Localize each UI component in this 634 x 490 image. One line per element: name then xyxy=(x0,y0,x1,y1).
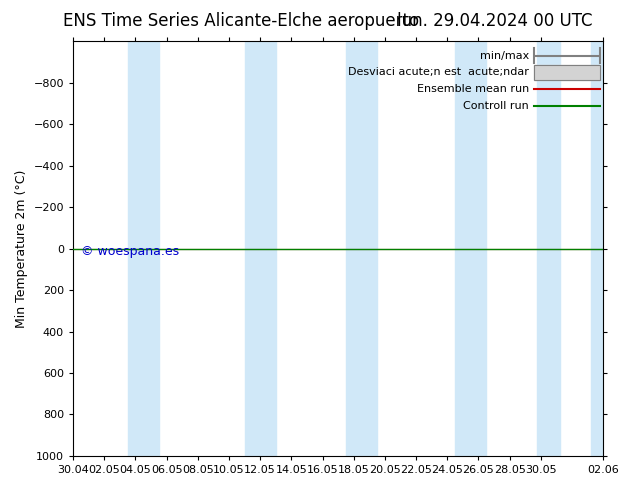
Text: Controll run: Controll run xyxy=(463,100,529,111)
Bar xyxy=(245,41,276,456)
Bar xyxy=(537,41,560,456)
Text: ENS Time Series Alicante-Elche aeropuerto: ENS Time Series Alicante-Elche aeropuert… xyxy=(63,12,419,30)
Text: lun. 29.04.2024 00 UTC: lun. 29.04.2024 00 UTC xyxy=(397,12,592,30)
Bar xyxy=(346,41,377,456)
Text: © woespana.es: © woespana.es xyxy=(81,245,179,258)
Bar xyxy=(534,65,600,79)
Bar xyxy=(127,41,159,456)
Bar xyxy=(455,41,486,456)
Text: Ensemble mean run: Ensemble mean run xyxy=(417,84,529,94)
Bar xyxy=(592,41,615,456)
Text: Desviaci acute;n est  acute;ndar: Desviaci acute;n est acute;ndar xyxy=(348,67,529,77)
Text: min/max: min/max xyxy=(480,51,529,61)
Bar xyxy=(534,65,600,79)
Y-axis label: Min Temperature 2m (°C): Min Temperature 2m (°C) xyxy=(15,170,28,328)
